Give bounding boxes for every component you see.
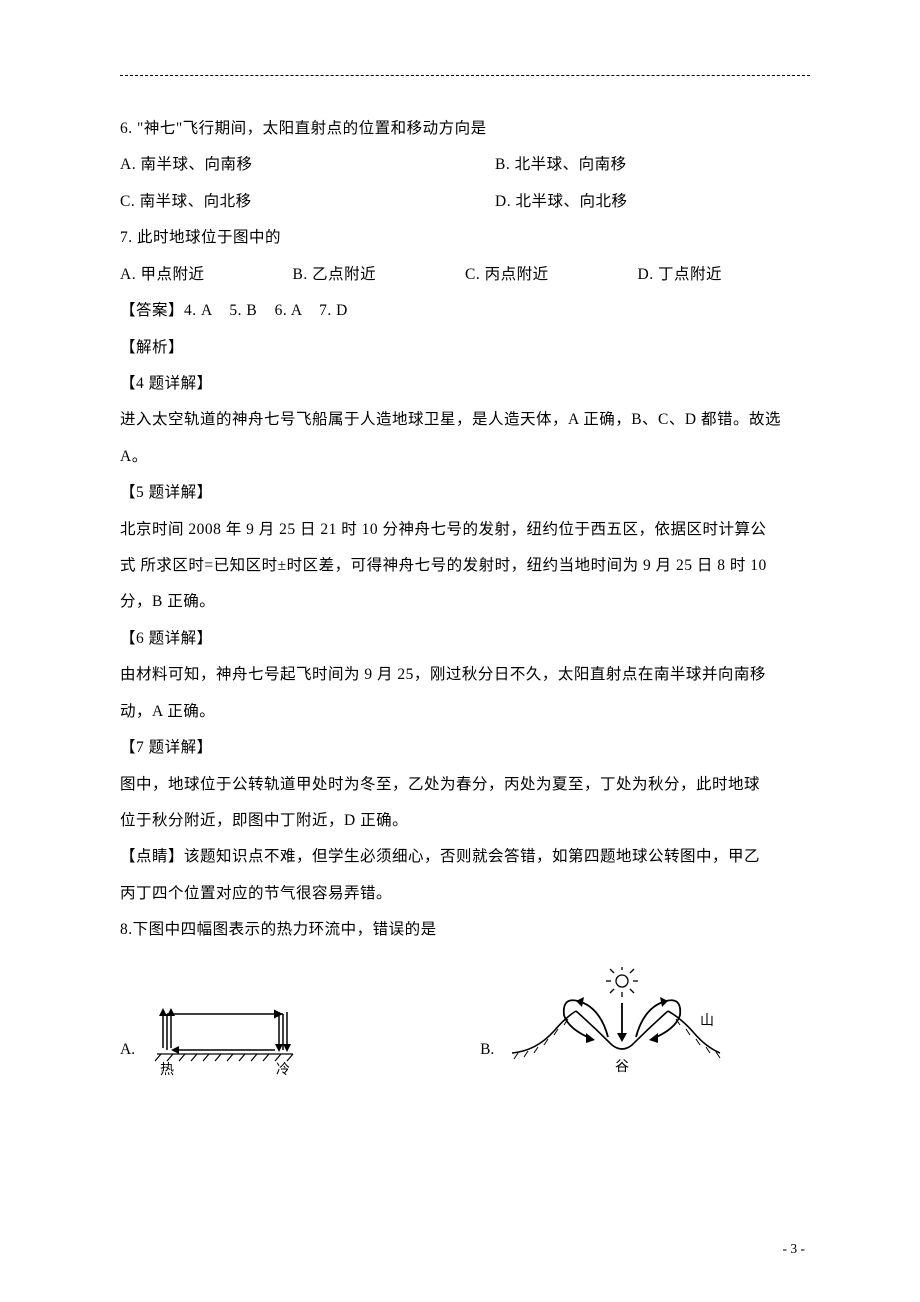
diag-a-hot-label: 热 bbox=[160, 1062, 174, 1077]
q7-opt-b: B. 乙点附近 bbox=[293, 257, 466, 293]
q7-opt-d: D. 丁点附近 bbox=[638, 257, 811, 293]
q8-text: 8.下图中四幅图表示的热力环流中，错误的是 bbox=[120, 912, 810, 948]
q6e-label: 【6 题详解】 bbox=[120, 621, 810, 657]
q7e-l2: 位于秋分附近，即图中丁附近，D 正确。 bbox=[120, 803, 810, 839]
thermal-circulation-diagram-a: 热 冷 bbox=[145, 1002, 305, 1077]
q6-text: 6. "神七"飞行期间，太阳直射点的位置和移动方向是 bbox=[120, 111, 810, 147]
tip-l2: 丙丁四个位置对应的节气很容易弄错。 bbox=[120, 876, 810, 912]
q8-diagrams: A. bbox=[120, 967, 810, 1077]
q6-opt-d: D. 北半球、向北移 bbox=[495, 184, 810, 220]
q5e-l1: 北京时间 2008 年 9 月 25 日 21 时 10 分神舟七号的发射，纽约… bbox=[120, 512, 810, 548]
analysis-label: 【解析】 bbox=[120, 330, 810, 366]
q4e-label: 【4 题详解】 bbox=[120, 366, 810, 402]
q6e-l2: 动，A 正确。 bbox=[120, 694, 810, 730]
q5e-label: 【5 题详解】 bbox=[120, 475, 810, 511]
q6-opt-c: C. 南半球、向北移 bbox=[120, 184, 495, 220]
diag-a-cold-label: 冷 bbox=[276, 1062, 290, 1077]
q6-opt-a: A. 南半球、向南移 bbox=[120, 147, 495, 183]
tip-l1: 【点睛】该题知识点不难，但学生必须细心，否则就会答错，如第四题地球公转图中，甲乙 bbox=[120, 839, 810, 875]
answer-line: 【答案】4. A 5. B 6. A 7. D bbox=[120, 293, 810, 329]
diag-a-label: A. bbox=[120, 1041, 135, 1059]
q6e-l1: 由材料可知，神舟七号起飞时间为 9 月 25，刚过秋分日不久，太阳直射点在南半球… bbox=[120, 657, 810, 693]
q7-opt-a: A. 甲点附近 bbox=[120, 257, 293, 293]
q4e-l2: A。 bbox=[120, 439, 810, 475]
diag-b-label: B. bbox=[480, 1041, 494, 1059]
q7e-label: 【7 题详解】 bbox=[120, 730, 810, 766]
q4e-l1: 进入太空轨道的神舟七号飞船属于人造地球卫星，是人造天体，A 正确，B、C、D 都… bbox=[120, 402, 810, 438]
page-separator bbox=[120, 75, 810, 76]
q6-opts-ab: A. 南半球、向南移 B. 北半球、向南移 bbox=[120, 147, 810, 183]
diag-b-mountain-r: 山 bbox=[700, 1013, 714, 1029]
q6-opt-b: B. 北半球、向南移 bbox=[495, 147, 810, 183]
diag-b-valley: 谷 bbox=[615, 1059, 629, 1075]
q7-opts: A. 甲点附近 B. 乙点附近 C. 丙点附近 D. 丁点附近 bbox=[120, 257, 810, 293]
page-number: - 3 - bbox=[783, 1241, 806, 1257]
q7-text: 7. 此时地球位于图中的 bbox=[120, 220, 810, 256]
q5e-l3: 分，B 正确。 bbox=[120, 584, 810, 620]
q5e-l2: 式 所求区时=已知区时±时区差，可得神舟七号的发射时，纽约当地时间为 9 月 2… bbox=[120, 548, 810, 584]
q6-opts-cd: C. 南半球、向北移 D. 北半球、向北移 bbox=[120, 184, 810, 220]
q7e-l1: 图中，地球位于公转轨道甲处时为冬至，乙处为春分，丙处为夏至，丁处为秋分，此时地球 bbox=[120, 767, 810, 803]
q7-opt-c: C. 丙点附近 bbox=[465, 257, 638, 293]
valley-breeze-diagram-b: 山 谷 bbox=[504, 967, 724, 1077]
